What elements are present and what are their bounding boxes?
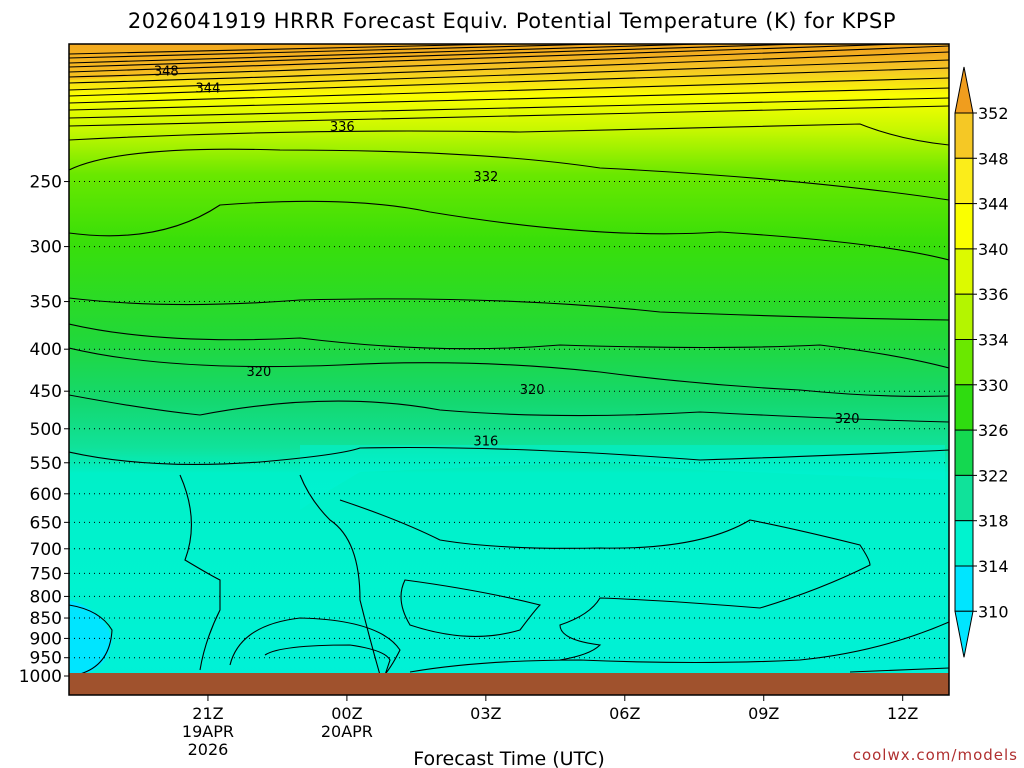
y-axis: 2503003504004505005506006507007508008509…	[19, 173, 69, 687]
contour-label: 316	[473, 435, 498, 450]
colorbar-segment	[954, 339, 974, 386]
contour-label: 332	[473, 170, 498, 185]
y-tick-label: 850	[30, 609, 62, 629]
field-details	[69, 44, 949, 675]
colorbar-label: 340	[978, 240, 1009, 259]
y-tick-label: 950	[30, 649, 62, 669]
colorbar-segment	[954, 384, 974, 431]
colorbar-label: 344	[978, 195, 1009, 214]
credit-text: coolwx.com/models	[853, 746, 1018, 764]
contour-lines	[69, 44, 949, 681]
y-tick-label: 400	[30, 340, 62, 360]
y-tick-label: 800	[30, 587, 62, 607]
colorbar-segment	[954, 474, 974, 522]
colorbar-label: 318	[978, 512, 1009, 531]
x-tick-label: 03Z	[470, 704, 501, 723]
plot-frame	[68, 43, 950, 696]
x-tick-year: 2026	[188, 740, 229, 759]
colorbar-label: 314	[978, 557, 1009, 576]
warm-top-region	[69, 44, 949, 80]
plot-area: 348 344 336 332 320 320 320 316	[68, 43, 950, 696]
y-tick-label: 300	[30, 238, 62, 258]
y-tick-label: 1000	[19, 667, 62, 687]
colorbar-segment	[954, 248, 974, 295]
y-tick-label: 450	[30, 382, 62, 402]
colorbar-label: 334	[978, 331, 1009, 350]
y-tick-label: 700	[30, 540, 62, 560]
colorbar-label: 326	[978, 421, 1009, 440]
x-tick-label: 09Z	[748, 704, 779, 723]
colorbar-label: 330	[978, 376, 1009, 395]
x-axis-label: Forecast Time (UTC)	[413, 748, 604, 768]
cold-pool-region	[69, 600, 112, 675]
colorbar-segment	[954, 157, 974, 205]
contour-label: 320	[835, 412, 860, 427]
contour-label: 336	[330, 120, 355, 135]
x-tick-label: 00Z	[331, 704, 362, 723]
x-tick-label: 21Z	[192, 704, 223, 723]
colorbar: 352 348 344 340 336 334 330 326 322 318 314 310	[954, 66, 1009, 658]
x-tick-date: 19APR	[182, 722, 234, 741]
contour-label: 320	[246, 365, 271, 380]
x-tick-label: 12Z	[887, 704, 918, 723]
y-tick-label: 650	[30, 513, 62, 533]
contour-label: 344	[196, 81, 221, 96]
contour-label: 320	[520, 383, 545, 398]
color-field	[69, 44, 949, 695]
colorbar-segment	[954, 429, 974, 476]
x-tick-label: 06Z	[609, 704, 640, 723]
contour-label: 348	[154, 64, 179, 79]
cyan-region	[300, 445, 945, 510]
y-tick-label: 250	[30, 173, 62, 193]
colorbar-segment	[954, 203, 974, 250]
y-tick-label: 750	[30, 564, 62, 584]
colorbar-label: 310	[978, 602, 1009, 621]
y-tick-label: 500	[30, 420, 62, 440]
y-tick-label: 600	[30, 485, 62, 505]
colorbar-segment	[954, 112, 974, 159]
chart-title: 2026041919 HRRR Forecast Equiv. Potentia…	[128, 9, 896, 33]
contour-labels: 348 344 336 332 320 320 320 316	[154, 64, 860, 450]
colorbar-label: 322	[978, 466, 1009, 485]
colorbar-top-arrow	[954, 66, 974, 114]
x-tick-date: 20APR	[321, 722, 373, 741]
colorbar-segment	[954, 565, 974, 612]
y-tick-label: 550	[30, 454, 62, 474]
terrain-fill	[69, 673, 949, 695]
y-tick-label: 350	[30, 293, 62, 313]
colorbar-segment	[954, 293, 974, 341]
colorbar-segment	[954, 520, 974, 567]
colorbar-label: 336	[978, 285, 1009, 304]
colorbar-bottom-arrow	[954, 610, 974, 658]
colorbar-label: 348	[978, 149, 1009, 168]
y-tick-label: 900	[30, 629, 62, 649]
colorbar-label: 352	[978, 104, 1009, 123]
